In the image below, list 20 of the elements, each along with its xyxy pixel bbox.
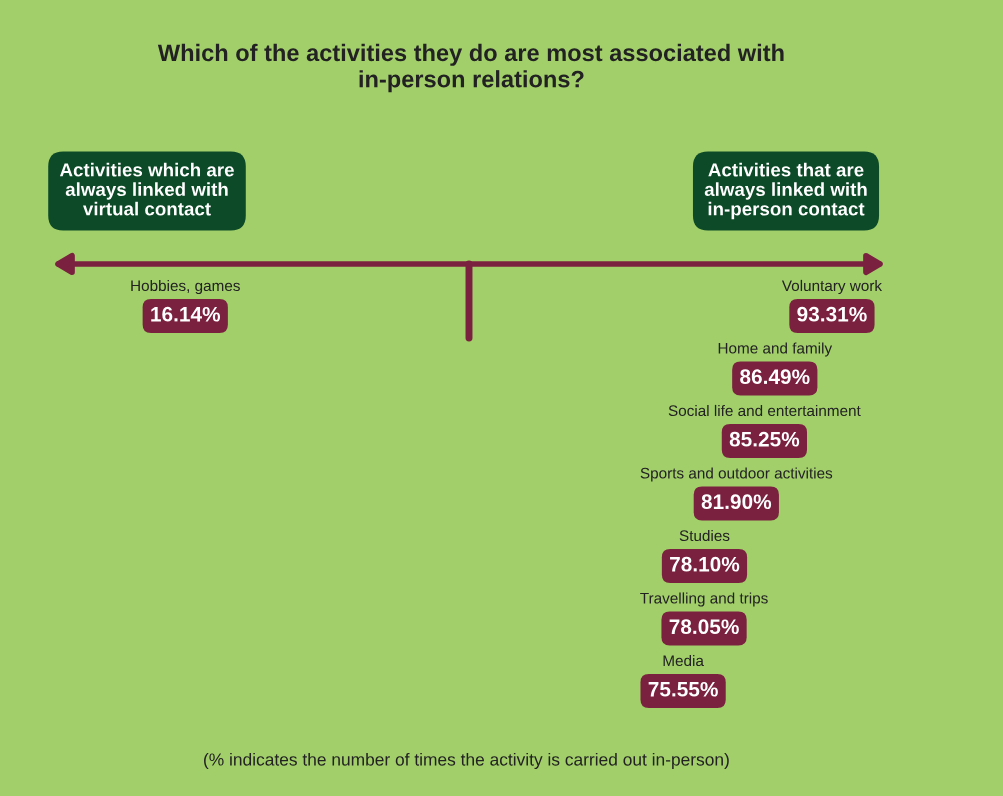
data-label: 93.31% xyxy=(797,306,867,322)
category-label: Social life and entertainment xyxy=(668,404,861,417)
text: Activities which are always linked with virtual contact xyxy=(59,162,234,216)
text: Which of the activities they do are most associated with in-person relations? xyxy=(157,43,784,93)
category-label: Home and family xyxy=(718,342,833,357)
text: Activities that are always linked with in-person contact xyxy=(704,162,867,220)
category-label: Studies xyxy=(679,529,730,542)
category-label: Travelling and trips xyxy=(640,592,768,607)
data-label: 85.25% xyxy=(729,431,800,447)
category-label: Media xyxy=(663,654,704,667)
data-label: 86.49% xyxy=(740,369,810,385)
data-label: 78.05% xyxy=(669,619,739,635)
category-label: Voluntary work xyxy=(781,279,883,295)
data-label: 16.14% xyxy=(151,306,221,322)
data-label: 81.90% xyxy=(701,494,772,510)
data-label: 75.55% xyxy=(648,681,718,697)
category-label: Sports and outdoor activities xyxy=(640,467,833,482)
data-label: 78.10% xyxy=(670,556,740,572)
text: (% indicates the number of times the activity is carried out in-person) xyxy=(204,752,729,770)
category-label: Hobbies, games xyxy=(131,279,240,295)
